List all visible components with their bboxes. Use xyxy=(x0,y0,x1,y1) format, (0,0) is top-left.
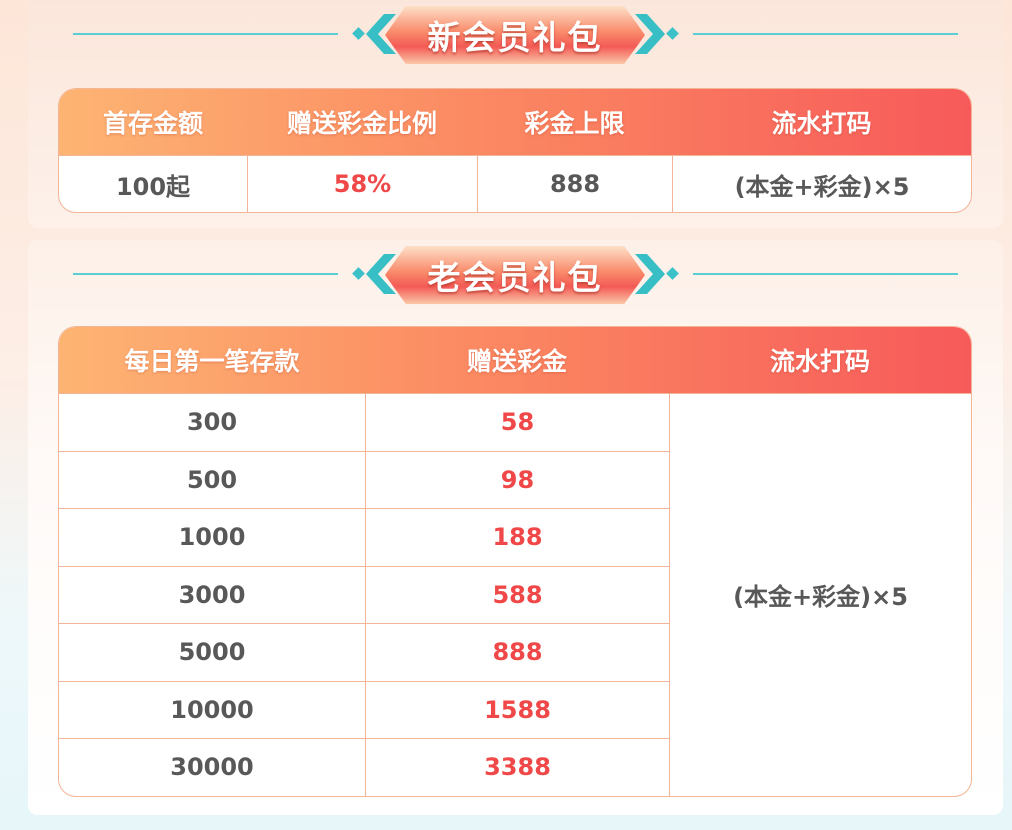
bonus-amount: 1588 xyxy=(365,680,669,738)
bonus-amount: 188 xyxy=(365,508,669,566)
table-row: 3000 588 xyxy=(59,565,971,624)
turnover: (本金+彩金)×5 xyxy=(672,155,971,212)
daily-deposit: 30000 xyxy=(59,738,365,796)
table-row: 30000 3388 xyxy=(59,738,971,796)
daily-deposit: 5000 xyxy=(59,623,365,681)
table-row: 5000 888 xyxy=(59,623,971,681)
daily-deposit: 3000 xyxy=(59,565,365,624)
daily-deposit: 1000 xyxy=(59,508,365,566)
new-member-table: 首存金额 赠送彩金比例 彩金上限 流水打码 100起 58% 888 (本金+彩… xyxy=(58,88,972,213)
bonus-amount: 588 xyxy=(365,565,669,623)
divider xyxy=(693,33,958,35)
old-member-table: 每日第一笔存款 赠送彩金 流水打码 300 58 (本金+彩金)×5 500 98 100… xyxy=(58,326,972,797)
diamond-icon xyxy=(352,27,365,40)
table-row: 100起 58% 888 (本金+彩金)×5 xyxy=(59,155,971,212)
bonus-ratio: 58% xyxy=(247,155,477,212)
column-header: 首存金额 xyxy=(102,109,203,138)
section-title: 新会员礼包 xyxy=(385,6,645,64)
daily-deposit: 500 xyxy=(59,450,365,509)
bonus-amount: 888 xyxy=(365,623,669,681)
section-banner: 新会员礼包 xyxy=(28,0,1003,70)
table-row: 10000 1588 xyxy=(59,680,971,739)
bonus-amount: 3388 xyxy=(365,738,669,796)
column-header: 流水打码 xyxy=(771,109,872,138)
diamond-icon xyxy=(666,267,679,280)
bonus-amount: 98 xyxy=(365,450,669,508)
diamond-icon xyxy=(352,267,365,280)
table-row: 500 98 xyxy=(59,450,971,509)
column-header: 赠送彩金 xyxy=(466,347,567,376)
divider xyxy=(73,33,338,35)
table-row: 300 58 (本金+彩金)×5 xyxy=(59,393,971,796)
diamond-icon xyxy=(666,27,679,40)
first-deposit: 100起 xyxy=(59,155,247,212)
turnover: (本金+彩金)×5 xyxy=(669,393,971,796)
old-member-card: 老会员礼包 每日第一笔存款 赠送彩金 流水打码 300 58 (本金+彩金)×5 50… xyxy=(28,240,1003,815)
section-banner: 老会员礼包 xyxy=(28,240,1003,310)
table-row: 1000 188 xyxy=(59,508,971,566)
divider xyxy=(693,273,958,275)
divider xyxy=(73,273,338,275)
new-member-card: 新会员礼包 首存金额 赠送彩金比例 彩金上限 流水打码 100起 58% 888… xyxy=(28,0,1003,228)
bonus-amount: 58 xyxy=(365,393,669,451)
column-header: 流水打码 xyxy=(769,347,870,376)
daily-deposit: 10000 xyxy=(59,680,365,739)
column-header: 赠送彩金比例 xyxy=(286,109,437,138)
daily-deposit: 300 xyxy=(59,393,365,451)
column-header: 彩金上限 xyxy=(524,109,625,138)
column-header: 每日第一笔存款 xyxy=(124,347,300,376)
bonus-cap: 888 xyxy=(477,155,672,212)
section-title: 老会员礼包 xyxy=(385,246,645,304)
